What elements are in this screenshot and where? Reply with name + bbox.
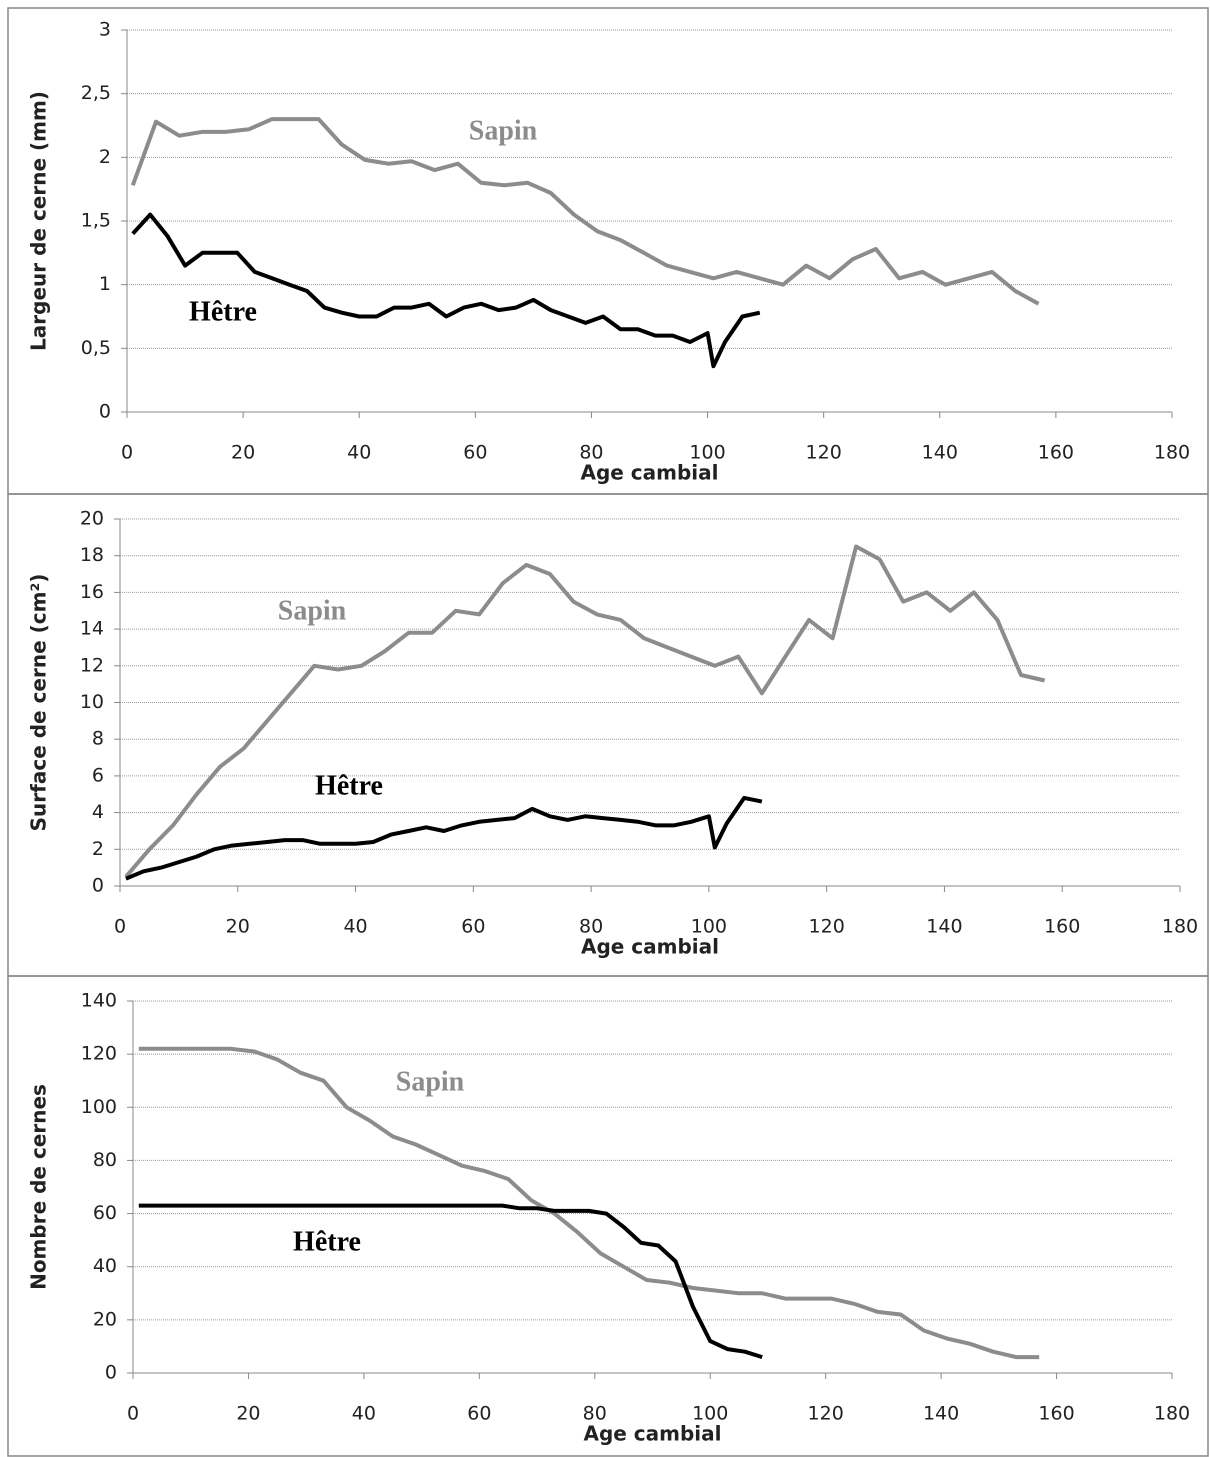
x-tick-label: 140 [922, 442, 958, 464]
y-tick-label: 20 [93, 1308, 117, 1330]
panel-border [7, 7, 1209, 495]
y-tick-label: 140 [81, 990, 117, 1012]
series-label: Sapin [278, 595, 347, 626]
y-tick-label: 2 [92, 838, 104, 860]
x-tick-label: 40 [352, 1403, 376, 1425]
y-tick-label: 1,5 [81, 210, 111, 232]
x-tick-label: 0 [127, 1403, 139, 1425]
x-tick-label: 160 [1038, 442, 1074, 464]
x-tick-label: 120 [809, 916, 845, 938]
y-tick-label: 4 [92, 801, 104, 823]
series-label: Hêtre [189, 296, 257, 327]
series-label: Hêtre [315, 770, 383, 801]
data-line [138, 1046, 1040, 1360]
y-tick-label: 60 [93, 1202, 117, 1224]
x-tick-label: 80 [583, 1403, 607, 1425]
x-tick-label: 60 [463, 442, 487, 464]
y-tick-label: 0 [99, 401, 111, 423]
data-line [124, 544, 1046, 879]
y-tick-label: 0 [92, 875, 104, 897]
y-axis-title: Surface de cerne (cm²) [27, 574, 51, 832]
series-label: Sapin [396, 1066, 465, 1097]
x-tick-label: 140 [923, 1403, 959, 1425]
x-tick-label: 20 [231, 442, 255, 464]
x-tick-label: 60 [467, 1403, 491, 1425]
x-tick-label: 120 [806, 442, 842, 464]
x-axis-title: Age cambial [583, 1422, 721, 1446]
y-tick-label: 1 [99, 273, 111, 295]
x-tick-label: 120 [808, 1403, 844, 1425]
series-label: Hêtre [293, 1226, 361, 1257]
x-tick-label: 80 [579, 442, 603, 464]
y-tick-label: 2,5 [81, 82, 111, 104]
y-tick-label: 16 [80, 581, 104, 603]
y-tick-label: 80 [93, 1149, 117, 1171]
x-tick-label: 160 [1044, 916, 1080, 938]
y-axis-title: Largeur de cerne (mm) [27, 91, 51, 351]
y-tick-label: 10 [80, 691, 104, 713]
data-line [130, 117, 1040, 306]
x-axis-title: Age cambial [581, 935, 719, 959]
data-line [125, 795, 763, 881]
y-tick-label: 6 [92, 764, 104, 786]
panel-border [7, 493, 1209, 977]
y-tick-label: 0 [105, 1362, 117, 1384]
y-tick-label: 0,5 [81, 337, 111, 359]
x-tick-label: 180 [1162, 916, 1198, 938]
x-tick-label: 80 [579, 916, 603, 938]
x-tick-label: 20 [236, 1403, 260, 1425]
x-tick-label: 100 [691, 916, 727, 938]
x-tick-label: 180 [1154, 442, 1190, 464]
series-label: Sapin [469, 115, 538, 146]
y-axis-title: Nombre de cernes [27, 1084, 51, 1290]
x-tick-label: 0 [114, 916, 126, 938]
y-tick-label: 8 [92, 728, 104, 750]
x-tick-label: 20 [226, 916, 250, 938]
x-axis-title: Age cambial [580, 461, 718, 485]
x-tick-label: 40 [347, 442, 371, 464]
data-line [138, 1203, 763, 1360]
y-tick-label: 3 [99, 19, 111, 41]
y-tick-label: 40 [93, 1255, 117, 1277]
y-tick-label: 120 [81, 1043, 117, 1065]
x-tick-label: 60 [461, 916, 485, 938]
y-tick-label: 12 [80, 654, 104, 676]
x-tick-label: 160 [1038, 1403, 1074, 1425]
y-tick-label: 14 [80, 618, 104, 640]
x-tick-label: 40 [343, 916, 367, 938]
y-tick-label: 20 [80, 508, 104, 530]
x-tick-label: 100 [692, 1403, 728, 1425]
data-line [131, 212, 761, 369]
x-tick-label: 180 [1154, 1403, 1190, 1425]
x-tick-label: 0 [121, 442, 133, 464]
x-tick-label: 100 [689, 442, 725, 464]
y-tick-label: 100 [81, 1096, 117, 1118]
panel-border [7, 975, 1209, 1457]
x-tick-label: 140 [926, 916, 962, 938]
y-tick-label: 2 [99, 146, 111, 168]
y-tick-label: 18 [80, 544, 104, 566]
